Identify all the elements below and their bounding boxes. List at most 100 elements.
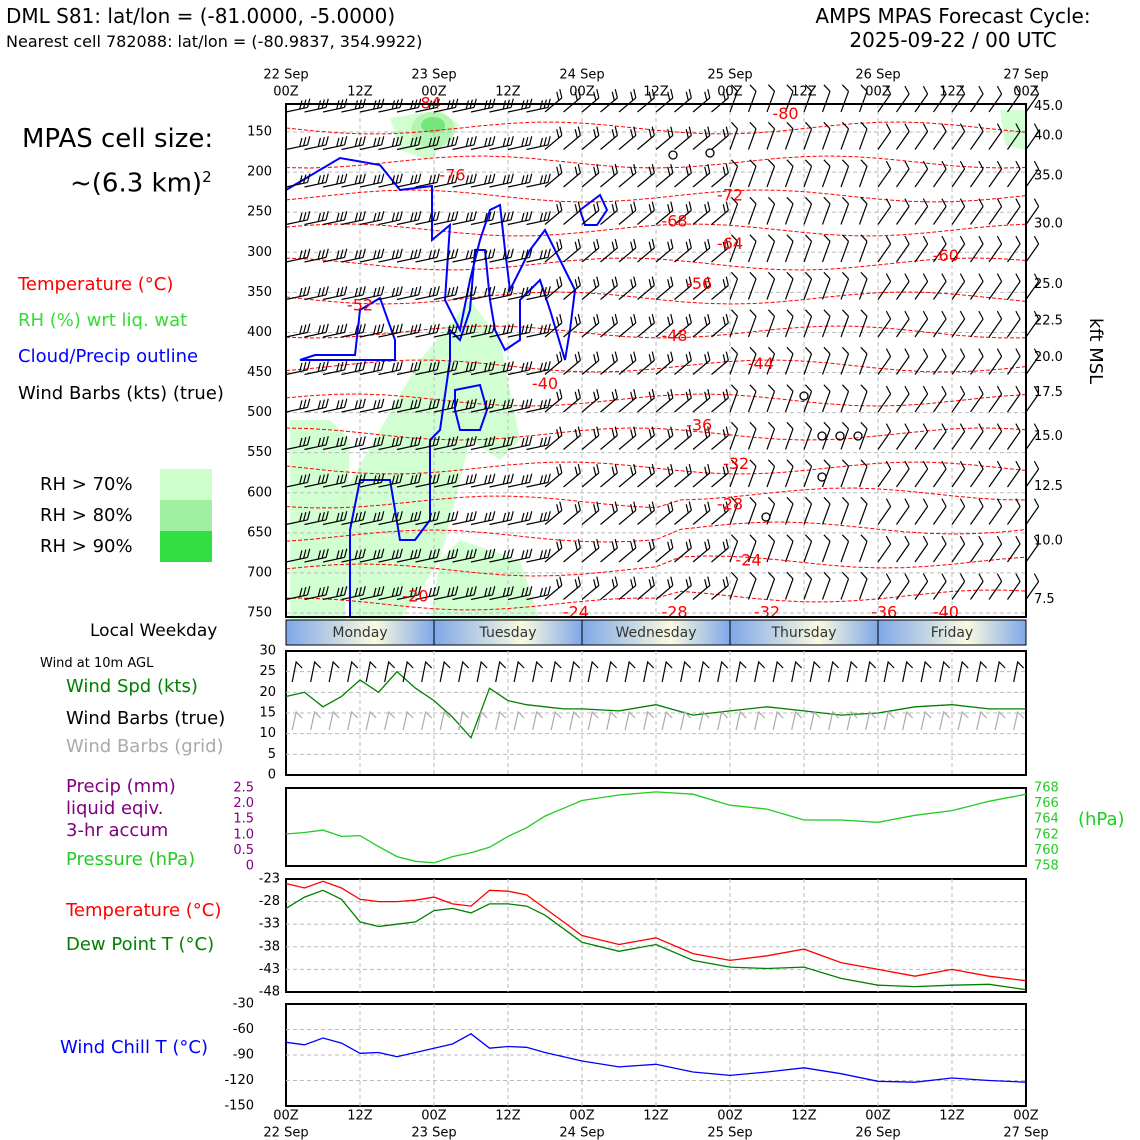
barb-staff xyxy=(821,578,831,600)
barb-staff xyxy=(951,506,966,525)
barb-flag xyxy=(395,211,399,221)
barb-flag xyxy=(1033,348,1040,357)
wind-barb xyxy=(637,389,655,413)
barb-flag xyxy=(299,250,303,260)
wind-barb xyxy=(489,548,514,563)
barb-flag xyxy=(488,136,492,146)
barb-flag xyxy=(786,459,794,467)
wind-barb xyxy=(914,535,929,563)
wind-barb xyxy=(378,286,403,301)
barb-staff xyxy=(988,206,1003,225)
barb-flag xyxy=(648,241,652,251)
top-hour-label: 12Z xyxy=(791,85,817,100)
wind-barb xyxy=(877,460,892,488)
barb-flag xyxy=(447,550,451,560)
barb-staff xyxy=(526,406,549,413)
wind-barb xyxy=(285,173,311,188)
barb-staff xyxy=(784,541,794,563)
wind-barb xyxy=(415,173,440,188)
wind-barb xyxy=(711,576,729,600)
barb-flag xyxy=(577,239,581,248)
barb-flag xyxy=(823,84,831,92)
cloud-outline-cell xyxy=(454,383,489,431)
wind-barb xyxy=(877,273,892,300)
barb-flag xyxy=(303,511,307,521)
barb-flag xyxy=(904,423,910,432)
barb-staff xyxy=(896,281,910,300)
wind-barb xyxy=(600,239,618,263)
barb-staff xyxy=(951,393,966,413)
barb-staff xyxy=(674,509,692,525)
wind-barb xyxy=(322,173,348,188)
barb-staff xyxy=(526,144,549,151)
wind-barb-true xyxy=(310,660,322,683)
wind-barb xyxy=(821,571,831,600)
barb-flag xyxy=(786,159,794,167)
barb-flag xyxy=(414,361,418,371)
wind-barb-grid xyxy=(772,710,784,731)
wind-barb xyxy=(896,273,910,300)
barb-flag xyxy=(978,273,984,282)
barb-flag xyxy=(614,314,618,323)
barb-flag xyxy=(488,549,492,559)
barb-flag xyxy=(593,316,597,326)
barb-staff xyxy=(563,247,581,263)
barb-flag xyxy=(436,398,440,408)
barb-flag xyxy=(414,586,418,596)
barb-flag xyxy=(556,204,560,214)
barb-staff xyxy=(896,393,910,413)
wind-barb xyxy=(896,348,910,375)
weekday-label: Wednesday xyxy=(615,625,696,641)
barb-flag xyxy=(593,579,597,589)
barb-flag xyxy=(410,325,414,335)
barb-staff xyxy=(803,578,813,600)
barb-staff xyxy=(581,322,600,338)
wind-barb xyxy=(581,314,600,338)
barb-staff xyxy=(1025,318,1040,338)
wind-barb xyxy=(729,496,739,525)
wind-barb-grid xyxy=(643,710,655,731)
wind-barb xyxy=(581,464,600,488)
wind-barb xyxy=(803,571,813,600)
windchill-panel-series-0 xyxy=(285,1033,1027,1083)
barb-flag xyxy=(707,351,711,361)
wind-barb xyxy=(970,235,984,263)
barb-flag xyxy=(614,126,618,136)
barb-flag xyxy=(336,587,340,597)
barb-flag xyxy=(436,173,440,183)
barb-flag xyxy=(786,196,794,205)
barb-flag xyxy=(525,474,529,484)
barb-flag xyxy=(885,235,892,245)
wind-barb xyxy=(415,398,440,413)
barb-flag xyxy=(725,576,729,586)
barb-staff xyxy=(877,243,892,263)
barb-flag xyxy=(469,511,473,521)
barb-staff xyxy=(933,356,947,375)
wind-barb-true xyxy=(402,660,414,683)
pressure-tick-label: 550 xyxy=(247,445,272,460)
barb-flag xyxy=(521,287,525,297)
barb-staff xyxy=(821,353,831,375)
barb-flag xyxy=(996,198,1003,207)
barb-flag xyxy=(377,511,381,521)
barb-flag xyxy=(786,346,794,355)
barb-flag xyxy=(354,212,359,222)
isotherm-6 xyxy=(285,325,1027,339)
barb-staff xyxy=(821,203,831,225)
barb-flag xyxy=(373,137,377,147)
barb-staff xyxy=(1007,168,1021,188)
barb-flag xyxy=(432,249,436,259)
barb-flag xyxy=(922,348,929,357)
barb-staff xyxy=(951,581,966,600)
barb-flag xyxy=(343,548,348,558)
barb-staff xyxy=(674,434,692,450)
wind-barb xyxy=(618,276,637,300)
wind-barb xyxy=(304,473,329,488)
wind-barb xyxy=(433,436,459,451)
barb-flag xyxy=(722,504,726,514)
barb-flag xyxy=(395,474,399,484)
wind-barb xyxy=(729,421,739,450)
barb-staff xyxy=(933,243,947,263)
barb-flag xyxy=(670,201,674,211)
barb-flag xyxy=(630,579,634,589)
